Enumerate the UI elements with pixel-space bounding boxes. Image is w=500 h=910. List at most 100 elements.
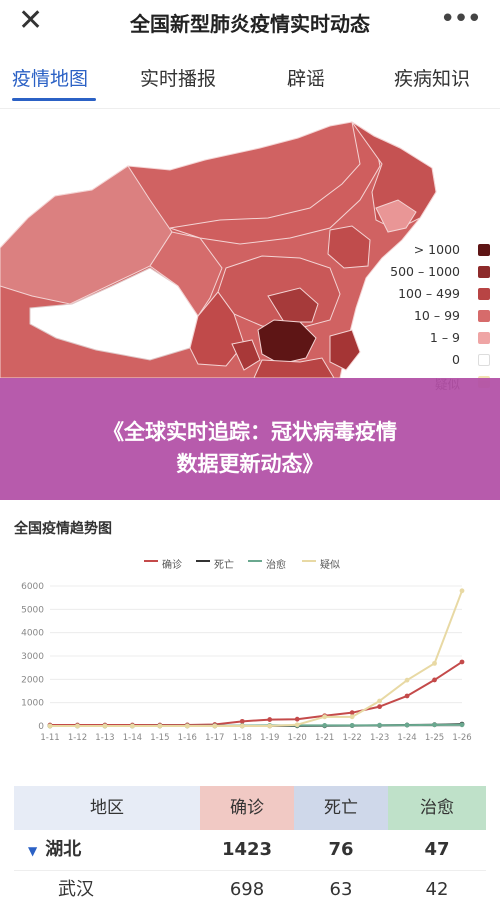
- close-icon[interactable]: ✕: [18, 3, 44, 38]
- epidemic-map[interactable]: > 1000 500 – 1000 100 – 499 10 – 99 1 – …: [0, 108, 500, 392]
- tab-live-broadcast[interactable]: 实时播报: [140, 68, 217, 90]
- top-bar: ✕ 全国新型肺炎疫情实时动态 •••: [0, 0, 500, 44]
- legend-label-confirmed[interactable]: 确诊: [162, 560, 182, 571]
- x-tick-label: 1-25: [425, 733, 444, 743]
- trend-chart: 0 1000 2000 3000 4000 5000 6000 1-11 1-12 1-13 1-1…: [21, 582, 472, 743]
- x-tick-label: 1-26: [452, 733, 471, 743]
- legend-line-deaths: [196, 560, 210, 562]
- data-point: [267, 717, 273, 722]
- legend-line-confirmed: [144, 560, 158, 562]
- tab-epidemic-map[interactable]: 疫情地图: [12, 68, 89, 90]
- legend-label-suspected[interactable]: 疑似: [320, 560, 340, 571]
- x-tick-label: 1-17: [205, 733, 224, 743]
- data-point: [184, 723, 190, 729]
- header-deaths: 死亡: [294, 786, 388, 830]
- data-point: [349, 723, 355, 728]
- more-options-icon[interactable]: •••: [439, 4, 482, 34]
- chart-legend: 确诊 死亡 治愈 疑似: [0, 554, 500, 574]
- x-tick-label: 1-11: [40, 733, 59, 743]
- y-tick-label: 2000: [21, 675, 44, 685]
- confirmed-cell: 698: [229, 879, 265, 900]
- header-confirmed: 确诊: [200, 786, 294, 830]
- confirmed-cell: 1423: [221, 839, 273, 860]
- data-point: [239, 723, 245, 729]
- y-tick-label: 5000: [21, 605, 44, 615]
- x-tick-label: 1-24: [397, 733, 416, 743]
- expand-triangle-icon[interactable]: ▼: [28, 844, 38, 858]
- data-point: [157, 723, 163, 729]
- y-tick-label: 3000: [21, 652, 44, 662]
- banner-line-2: 数据更新动态》: [176, 452, 324, 476]
- data-point: [432, 660, 437, 666]
- legend-label-cured[interactable]: 治愈: [266, 560, 286, 571]
- legend-swatch: [478, 266, 490, 278]
- x-tick-label: 1-12: [68, 733, 87, 743]
- x-tick-label: 1-20: [288, 733, 307, 743]
- table-row[interactable]: 武汉 698 63 42: [14, 870, 486, 910]
- data-point: [349, 710, 355, 716]
- region-cell: 武汉: [58, 879, 94, 900]
- x-tick-label: 1-15: [150, 733, 169, 743]
- x-tick-label: 1-23: [370, 733, 389, 743]
- data-point: [432, 722, 437, 728]
- data-point: [459, 588, 465, 594]
- data-point: [102, 723, 108, 729]
- x-tick-label: 1-13: [95, 733, 114, 743]
- data-point: [432, 677, 437, 683]
- data-point: [294, 716, 300, 722]
- legend-swatch: [478, 332, 490, 344]
- y-tick-label: 6000: [21, 582, 44, 592]
- tab-bar: 疫情地图 实时播报 辟谣 疾病知识: [0, 48, 500, 109]
- legend-item: 100 – 499: [394, 284, 494, 306]
- data-point: [47, 723, 53, 729]
- chart-title: 全国疫情趋势图: [14, 521, 112, 537]
- data-point: [459, 722, 465, 728]
- data-point: [377, 698, 382, 704]
- data-point: [322, 723, 328, 728]
- deaths-cell: 63: [329, 879, 353, 900]
- legend-line-cured: [248, 560, 262, 562]
- table-row[interactable]: ▼ 湖北 1423 76 47: [14, 830, 486, 871]
- page-title: 全国新型肺炎疫情实时动态: [130, 12, 370, 36]
- header-region: 地区: [14, 786, 200, 830]
- legend-item: 1 – 9: [394, 328, 494, 350]
- data-point: [267, 723, 273, 729]
- legend-item: > 1000: [394, 240, 494, 262]
- data-point: [294, 722, 300, 728]
- legend-swatch: [478, 354, 490, 366]
- data-point: [377, 722, 382, 728]
- legend-item: 0: [394, 350, 494, 372]
- cured-cell: 42: [425, 879, 449, 900]
- data-point: [349, 714, 355, 720]
- series-line: [50, 590, 463, 727]
- data-point: [377, 704, 382, 710]
- headline-banner: 《全球实时追踪：冠状病毒疫情 数据更新动态》: [0, 378, 500, 500]
- china-map-graphic: [0, 120, 437, 379]
- data-point: [459, 659, 465, 665]
- data-point: [239, 718, 245, 724]
- data-point: [75, 723, 80, 729]
- y-tick-label: 4000: [21, 629, 44, 639]
- banner-line-1: 《全球实时追踪：冠状病毒疫情: [103, 420, 397, 444]
- data-point: [130, 723, 135, 729]
- x-tick-label: 1-19: [260, 733, 279, 743]
- active-tab-indicator: [12, 98, 96, 101]
- x-tick-label: 1-16: [178, 733, 197, 743]
- x-tick-label: 1-18: [233, 733, 252, 743]
- data-point: [404, 677, 410, 683]
- data-point: [404, 722, 410, 728]
- x-tick-label: 1-22: [342, 733, 361, 743]
- tab-rumors[interactable]: 辟谣: [287, 68, 326, 90]
- deaths-cell: 76: [328, 839, 354, 860]
- table-header: 地区 确诊 死亡 治愈: [14, 786, 486, 830]
- region-cell: ▼ 湖北: [28, 839, 82, 860]
- legend-item: 10 – 99: [394, 306, 494, 328]
- data-point: [404, 693, 410, 699]
- data-point: [322, 714, 328, 720]
- tab-disease-knowledge[interactable]: 疾病知识: [394, 68, 471, 90]
- legend-swatch: [478, 310, 490, 322]
- banner-text: 《全球实时追踪：冠状病毒疫情 数据更新动态》: [30, 416, 470, 480]
- cured-cell: 47: [424, 839, 450, 860]
- header-cured: 治愈: [388, 786, 486, 830]
- legend-label-deaths[interactable]: 死亡: [214, 560, 234, 571]
